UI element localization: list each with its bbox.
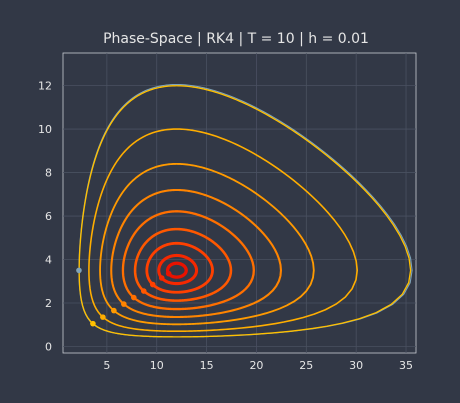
start-point-marker [121,301,127,307]
trajectory-line [157,253,199,286]
start-point-marker [100,314,106,320]
x-tick-label: 10 [150,359,164,372]
y-tick-label: 8 [45,167,52,180]
y-tick-label: 2 [45,297,52,310]
y-tick-label: 6 [45,210,52,223]
start-point-marker [149,281,156,288]
x-tick-label: 30 [349,359,363,372]
x-tick-label: 25 [299,359,313,372]
x-tick-label: 15 [200,359,214,372]
start-point-marker [140,288,147,294]
trajectory-line [145,241,214,294]
start-point-marker [158,275,165,281]
x-tick-label: 5 [103,359,110,372]
start-point-marker [111,307,117,314]
chart-title: Phase-Space | RK4 | T = 10 | h = 0.01 [103,31,369,47]
trajectory-line [121,210,255,311]
trajectory-line [165,261,188,279]
trajectory-line [99,162,315,326]
y-tick-label: 10 [38,123,52,136]
y-axis: 0 2 4 6 8 10 12 [38,80,52,354]
x-tick-label: 20 [249,359,263,372]
y-tick-label: 0 [45,340,52,353]
start-points [76,267,172,327]
start-point-marker [130,294,137,301]
trajectories [78,83,413,338]
y-tick-label: 12 [38,80,52,93]
trajectory-line [110,188,282,319]
x-axis: 5 10 15 20 25 30 35 [103,359,413,372]
start-point-marker [165,270,172,277]
start-point-marker [90,320,96,327]
y-tick-label: 4 [45,254,52,267]
x-tick-label: 35 [399,359,413,372]
trajectory-line [88,128,359,333]
start-point-marker [76,267,82,274]
trajectory-line [133,227,233,302]
